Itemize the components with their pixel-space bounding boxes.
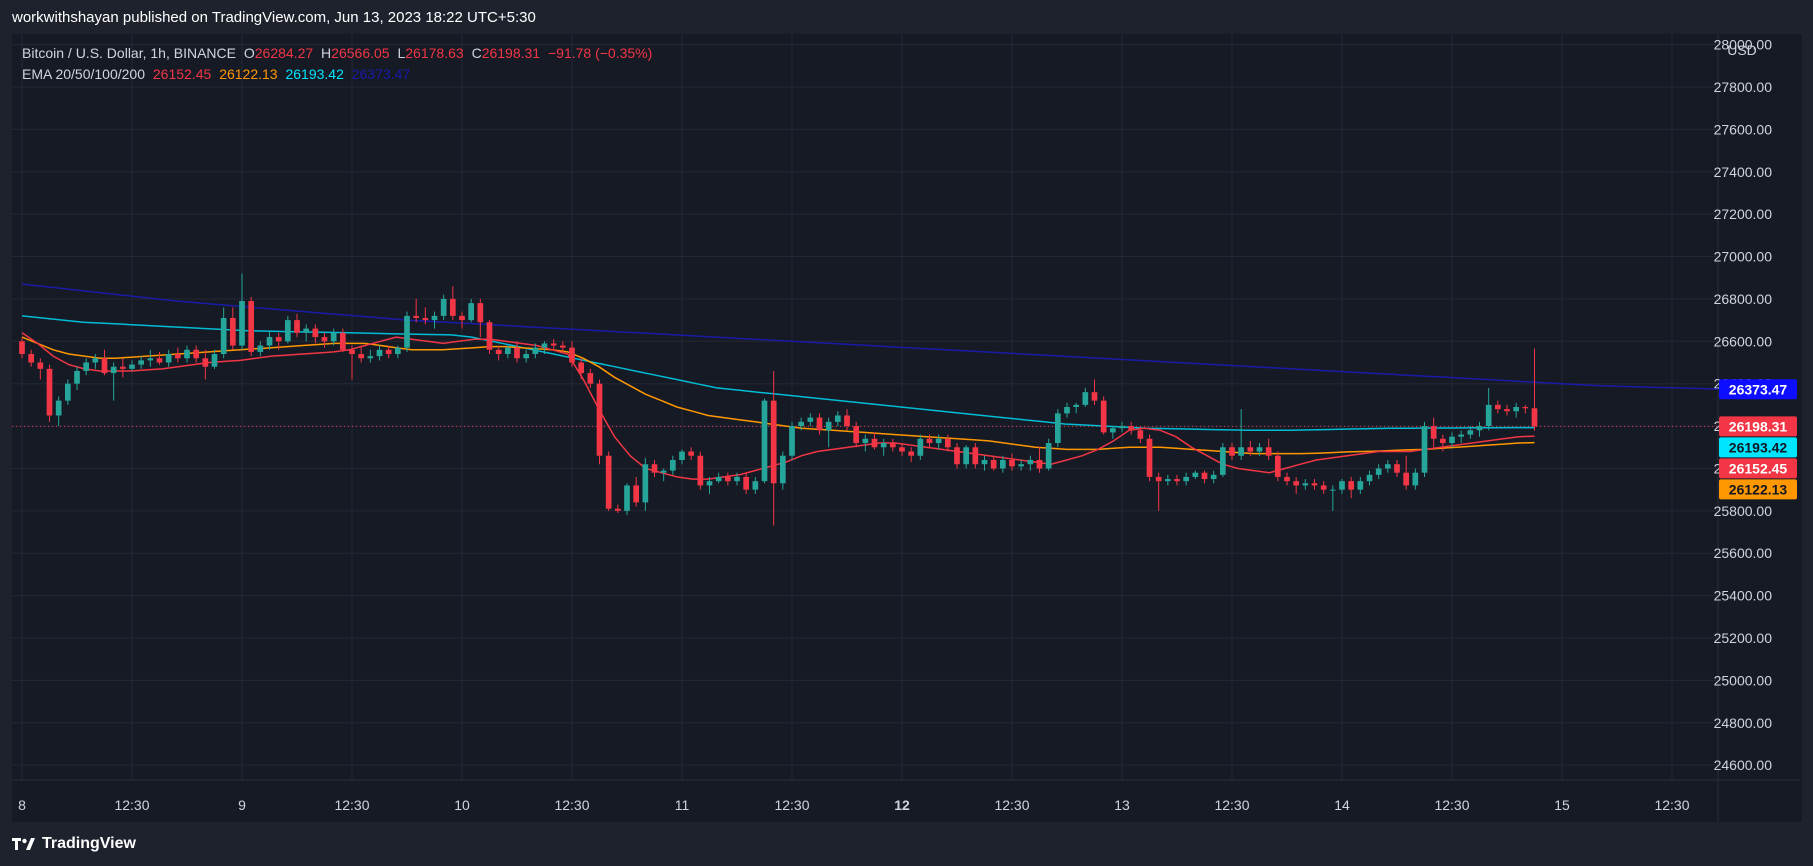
publish-info: workwithshayan published on TradingView.… [12, 9, 536, 26]
legend-open: 26284.27 [254, 45, 314, 61]
tradingview-logo-icon [12, 838, 35, 850]
legend-high-label: H [321, 45, 332, 61]
legend-low: 26178.63 [405, 45, 464, 61]
legend-ema200: 26373.47 [351, 66, 411, 82]
legend-close-label: C [471, 45, 482, 61]
legend-ema-label: EMA 20/50/100/200 [22, 66, 145, 82]
legend-close: 26198.31 [481, 45, 541, 61]
legend-symbol-row: Bitcoin / U.S. Dollar, 1h, BINANCE O2628… [22, 45, 656, 61]
legend-open-label: O [243, 45, 255, 61]
chart-area[interactable] [12, 34, 1802, 822]
legend-ema-row: EMA 20/50/100/200 26152.45 26122.13 2619… [22, 66, 414, 82]
legend-ema100: 26193.42 [285, 66, 344, 82]
legend-low-label: L [397, 45, 406, 61]
legend-symbol: Bitcoin / U.S. Dollar, 1h, BINANCE [22, 45, 236, 61]
tradingview-brand: TradingView [12, 833, 136, 855]
legend-change: −91.78 (−0.35%) [547, 45, 653, 61]
brand-name: TradingView [42, 835, 136, 852]
legend-ema20: 26152.45 [152, 66, 212, 82]
legend-ema50: 26122.13 [219, 66, 278, 82]
legend-high: 26566.05 [331, 45, 390, 61]
